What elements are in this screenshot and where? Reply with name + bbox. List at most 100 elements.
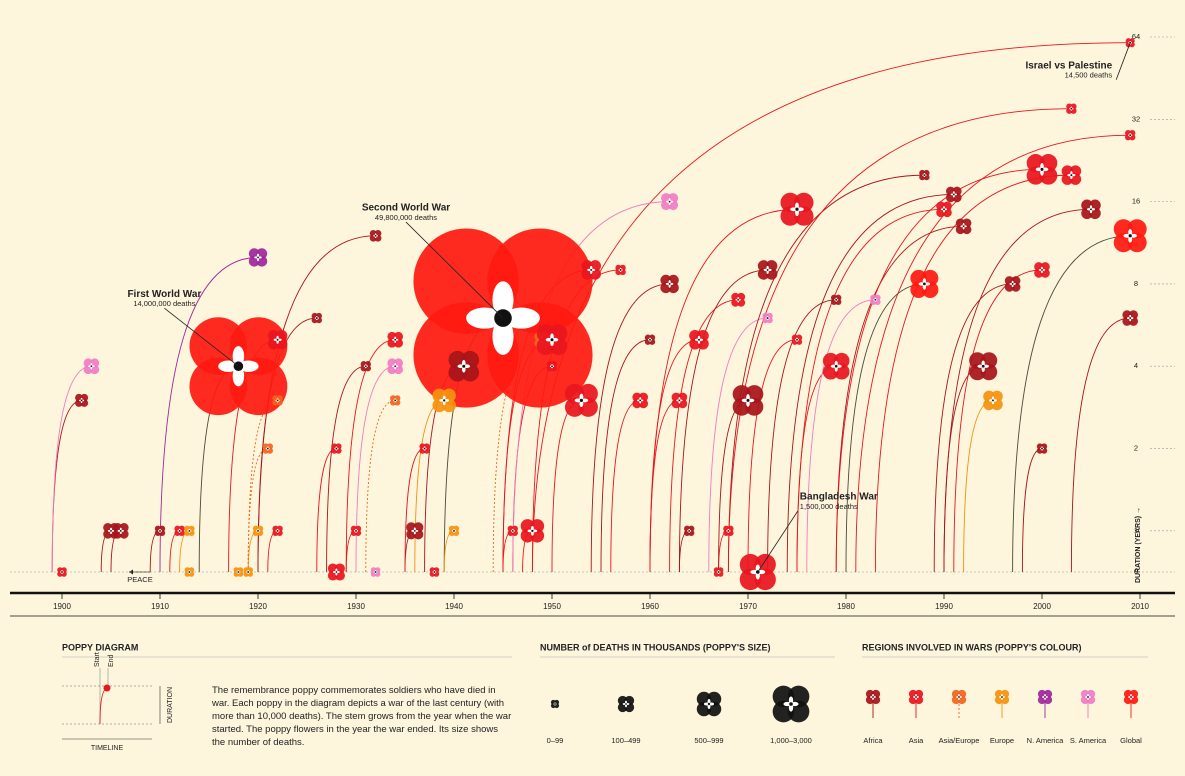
poppy-center [120,529,125,532]
petal [822,352,839,369]
poppy-eye [590,268,593,271]
petal [448,363,467,382]
size-legend-label: 100–499 [611,736,640,745]
poppy [731,292,746,307]
petal [75,393,83,402]
poppy [154,525,166,537]
petal [393,358,404,368]
poppy-eye [1044,696,1046,698]
poppy-center [1040,169,1044,176]
poppy [1036,443,1048,454]
petal [393,364,404,375]
poppy-center [545,337,552,342]
poppy-eye [707,702,711,706]
petal [678,392,688,402]
petal [969,363,986,381]
petal [564,397,585,417]
poppy [248,248,268,267]
poppy-eye [315,317,318,319]
poppy-center [91,365,95,368]
petal [1011,276,1021,286]
poppy-eye [915,696,917,698]
stem [247,530,259,573]
poppy-center [119,527,122,531]
poppy [955,218,972,235]
poppy-center [395,365,399,368]
poppy [429,567,440,577]
poppy-eye [1001,696,1003,698]
stem [845,283,925,573]
petal [957,689,967,699]
size-legend-label: 0–99 [547,736,564,745]
stem [345,339,396,573]
x-tick-label: 1920 [249,602,267,611]
petal [706,701,722,717]
poppy-center [953,193,958,196]
poppy [1125,129,1136,141]
poppy-center [940,208,944,211]
poppy-center [960,225,964,228]
poppy [936,201,952,218]
poppy-eye [992,399,994,402]
poppy-eye [266,447,269,450]
war-name: Second World War [362,203,450,214]
leader [405,221,504,319]
poppy-center [669,282,674,286]
poppy-center [788,704,794,712]
petal [1069,173,1082,185]
poppy-center [639,400,642,404]
petal [80,393,89,402]
poppy-center [1130,317,1134,320]
petal [487,302,593,408]
petal [1004,276,1014,286]
petal [103,523,113,533]
petal [980,363,998,381]
petal [581,260,593,272]
poppy-eye [551,365,553,368]
stem [708,317,768,573]
petal [90,364,100,375]
poppy [370,567,381,577]
poppy-eye [717,571,720,573]
poppy-center [668,283,671,288]
poppy-eye [698,338,700,341]
stem [649,208,798,573]
poppy-center [111,529,115,532]
petal [83,358,93,368]
poppy-center [1041,269,1043,274]
petal [765,260,778,272]
petal [994,689,1004,699]
poppy [184,525,195,537]
petal [387,331,397,342]
legend-text: The remembrance poppy commemorates soldi… [212,685,512,748]
petal [757,268,770,280]
petal [334,570,345,581]
petal [1039,166,1058,185]
poppy [671,392,688,409]
petal [248,255,260,267]
poppy-center [256,253,260,258]
petal [1128,316,1139,326]
poppy-center [944,208,948,211]
poppy-center [335,568,338,572]
poppy [1061,165,1082,185]
poppy-center [532,529,538,533]
petal [955,224,965,235]
petal [660,282,672,294]
petal [908,689,918,699]
poppy [684,525,695,537]
poppy-center [636,399,641,402]
stem [610,399,641,573]
poppy-eye [119,529,122,532]
petal [189,357,248,416]
poppy-center [795,209,799,217]
poppy-eye [1011,283,1014,285]
poppy-eye [1130,696,1132,698]
poppy [1066,103,1077,114]
poppy-eye [1041,447,1043,450]
petal [1043,689,1053,699]
poppy-center [830,364,837,368]
poppy-center [457,364,464,369]
poppy-center [1042,269,1046,271]
